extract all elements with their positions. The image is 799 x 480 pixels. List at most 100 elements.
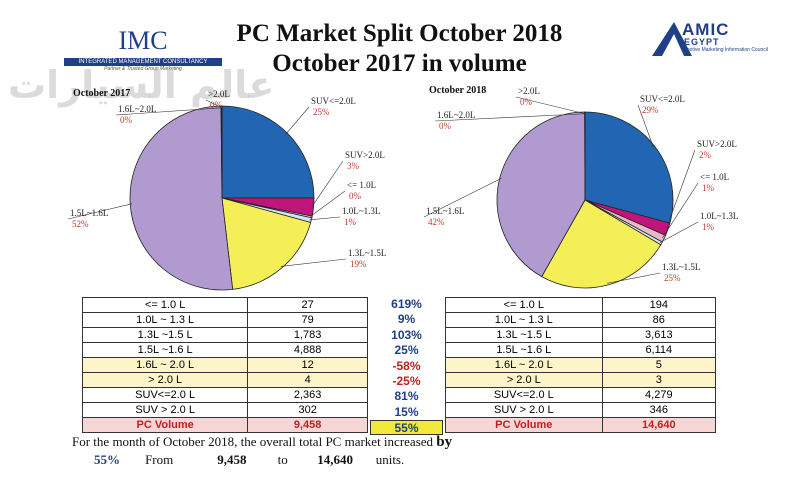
table-2017-segment-label: 1.6L ~ 2.0 L (81, 357, 249, 373)
table-2017-volume: 4 (247, 372, 368, 388)
table-2017-volume: 302 (247, 402, 368, 418)
pie0-label-1-5l-1-6l: 1.5L~1.6L (70, 208, 108, 218)
change-percent: 25% (394, 343, 419, 358)
pie-2017-title: October 2017 (73, 88, 131, 99)
table-2018-segment-label: SUV > 2.0 L (445, 402, 603, 418)
table-2017-row: 1.6L ~ 2.0 L 12 (81, 357, 368, 373)
pie1-leader--1-0l (662, 182, 699, 239)
summary-percent: 55% (94, 452, 120, 467)
table-2017-volume: 79 (247, 312, 368, 328)
change-percent: 103% (391, 327, 422, 342)
table-2018-volume: 3,613 (601, 327, 717, 343)
pie0-percent-1-0l-1-3l: 1% (344, 217, 357, 227)
pie1-percent-suv-2-0l: 29% (642, 105, 659, 115)
table-2017-segment-label: 1.0L ~ 1.3 L (81, 312, 249, 328)
table-2018-volume: 6,114 (601, 342, 717, 358)
imc-logo-tagline: Partner & Trusted Group Marketing (104, 66, 182, 72)
pie1-percent-suv-2-0l: 2% (699, 150, 712, 160)
pie0-label--2-0l: >2.0L (208, 89, 230, 99)
table-2017-row: 1.0L ~ 1.3 L 79 (81, 312, 368, 328)
table-2017-row: 1.5L ~1.6 L 4,888 (81, 342, 368, 358)
table-2017-volume: 1,783 (247, 327, 368, 343)
table-2018-row: 1.5L ~1.6 L 6,114 (445, 342, 717, 358)
amic-pyramid-icon (652, 22, 692, 56)
amic-logo: AMIC EGYPT Automotive Marketing Informat… (648, 20, 768, 56)
summary-to-value: 14,640 (317, 452, 353, 467)
pie1-label-suv-2-0l: SUV>2.0L (697, 139, 737, 149)
amic-logo-subtitle: Automotive Marketing Information Council (675, 47, 768, 53)
table-2018-volume: 86 (601, 312, 717, 328)
pie1-slice-suv-2-0l (584, 111, 674, 224)
pie1-label--1-0l: <= 1.0L (700, 172, 729, 182)
chart-title-line2: October 2017 in volume (272, 50, 527, 77)
summary-text: For the month of October 2018, the overa… (72, 434, 434, 449)
pie1-slice-1-3l-1-5l (541, 199, 662, 289)
pie1-percent--2-0l: 0% (520, 97, 533, 107)
table-2018-total-volume: 14,640 (601, 417, 717, 433)
pie1-leader-suv-2-0l (666, 149, 696, 229)
table-2017-segment-label: > 2.0 L (81, 372, 249, 388)
table-2018: <= 1.0 L 194 1.0L ~ 1.3 L 86 1.3L ~1.5 L 3,61… (445, 297, 717, 433)
table-2017-volume: 27 (247, 297, 368, 313)
summary-to: to (277, 452, 288, 467)
change-percent: -25% (392, 374, 421, 388)
table-2017-segment-label: 1.5L ~1.6 L (81, 342, 249, 358)
table-2017-total-label: PC Volume (81, 417, 249, 433)
change-percent: -58% (392, 358, 421, 373)
table-2018-row: 1.0L ~ 1.3 L 86 (445, 312, 717, 328)
table-2018-volume: 4,279 (601, 387, 717, 403)
table-2017-total-volume: 9,458 (247, 417, 368, 433)
pie0-leader--1-0l (310, 190, 346, 217)
change-percent: 15% (394, 404, 419, 419)
table-2017-segment-label: 1.3L ~1.5 L (81, 327, 249, 343)
pie1-percent-1-5l-1-6l: 42% (428, 217, 445, 227)
table-2017-segment-label: SUV<=2.0 L (81, 387, 249, 403)
pie0-leader-suv-2-0l (285, 106, 310, 135)
table-2018-segment-label: 1.3L ~1.5 L (445, 327, 603, 343)
pie1-leader-1-0l-1-3l (659, 221, 699, 243)
amic-logo-name: AMIC (682, 20, 730, 39)
pie1-label-1-6l-2-0l: 1.6L~2.0L (437, 110, 475, 120)
pie0-percent-suv-2-0l: 3% (347, 161, 360, 171)
amic-logo-country: EGYPT (684, 37, 720, 47)
pie0-percent-1-6l-2-0l: 0% (120, 115, 133, 125)
pie0-label-suv-2-0l: SUV>2.0L (345, 150, 385, 160)
pie1-percent--1-0l: 1% (702, 183, 715, 193)
table-2018-volume: 3 (601, 372, 717, 388)
imc-logo-subtitle: INTEGRATED MANAGEMENT CONSULTANCY (64, 58, 222, 66)
table-2018-row: SUV > 2.0 L 346 (445, 402, 717, 418)
table-2018-volume: 346 (601, 402, 717, 418)
pie1-percent-1-0l-1-3l: 1% (702, 222, 715, 232)
summary-from: From (145, 452, 174, 467)
table-2018-total-row: PC Volume 14,640 (445, 417, 717, 433)
change-percent-total: 55% (370, 420, 443, 436)
table-2018-volume: 5 (601, 357, 717, 373)
table-2017: <= 1.0 L 27 1.0L ~ 1.3 L 79 1.3L ~1.5 L 1,783… (81, 297, 368, 433)
table-2018-row: SUV<=2.0 L 4,279 (445, 387, 717, 403)
pie0-leader-suv-2-0l (311, 160, 344, 208)
pie0-percent-1-3l-1-5l: 19% (350, 259, 367, 269)
table-2018-segment-label: 1.5L ~1.6 L (445, 342, 603, 358)
table-2017-segment-label: SUV > 2.0 L (81, 402, 249, 418)
pie0-leader-1-5l-1-6l (67, 203, 133, 220)
change-percent: 9% (397, 312, 416, 327)
summary-units: units. (375, 452, 405, 467)
pie0-slice-1-5l-1-6l (129, 105, 234, 291)
table-2017-segment-label: <= 1.0 L (81, 297, 249, 313)
pie1-label-1-5l-1-6l: 1.5L~1.6L (426, 206, 464, 216)
imc-logo: IMC INTEGRATED MANAGEMENT CONSULTANCY Pa… (64, 26, 222, 72)
table-2018-segment-label: > 2.0 L (445, 372, 603, 388)
pie0-label--1-0l: <= 1.0L (347, 180, 376, 190)
pie0-percent--2-0l: 0% (210, 100, 223, 110)
pie1-leader-1-6l-2-0l (434, 113, 585, 122)
table-2018-segment-label: 1.0L ~ 1.3 L (445, 312, 603, 328)
pie0-label-1-0l-1-3l: 1.0L~1.3L (342, 206, 380, 216)
chart-title-line1: PC Market Split October 2018 (236, 20, 563, 47)
summary-line1: For the month of October 2018, the overa… (72, 434, 452, 451)
pie0-percent--1-0l: 0% (349, 191, 362, 201)
